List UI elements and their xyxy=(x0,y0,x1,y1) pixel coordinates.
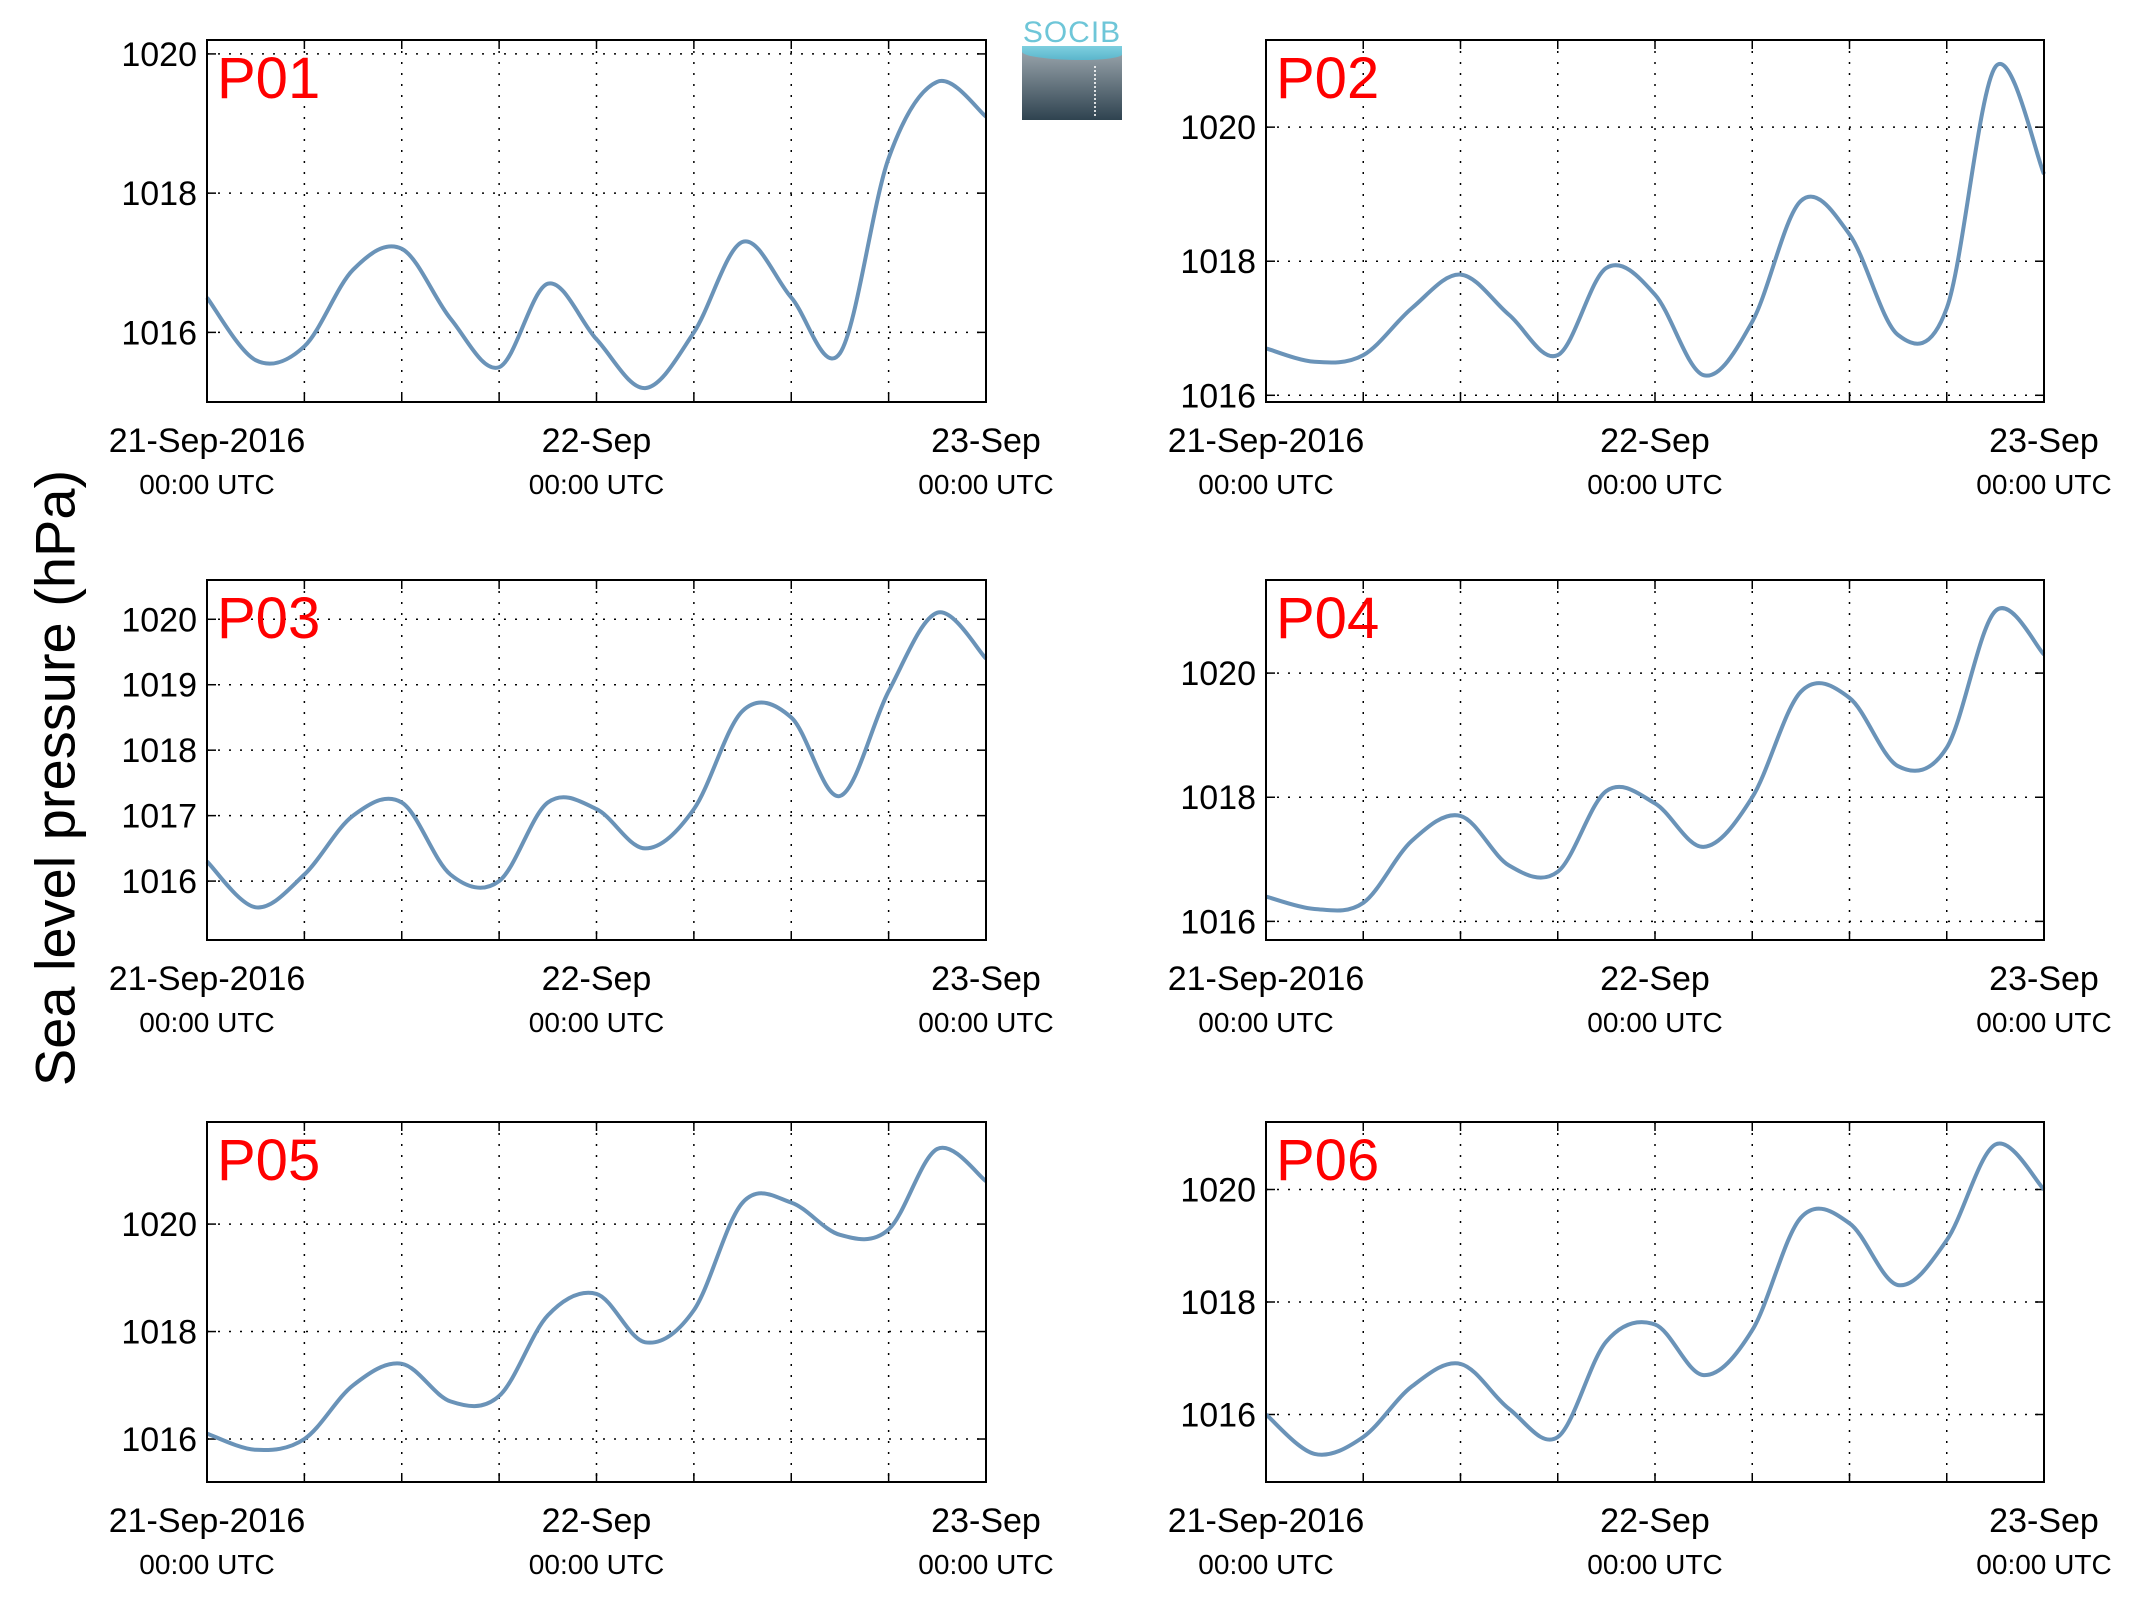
x-tick-label-date: 23-Sep xyxy=(1989,960,2099,998)
y-tick-label: 1016 xyxy=(121,314,197,352)
y-tick-label: 1016 xyxy=(1180,1397,1256,1435)
logo-text: SOCIB xyxy=(1022,16,1122,49)
x-tick-label-time: 00:00 UTC xyxy=(1198,1007,1333,1038)
x-tick-label-time: 00:00 UTC xyxy=(1198,469,1333,500)
x-tick-label-date: 23-Sep xyxy=(1989,422,2099,460)
x-tick-label-time: 00:00 UTC xyxy=(529,469,664,500)
chart-panel-p05: 1016 1018 1020 21-Sep-2016 00:00 UTC 22-Sep 00… xyxy=(109,1121,1054,1580)
x-tick-label-date: 21-Sep-2016 xyxy=(1168,1502,1365,1540)
panel-label: P03 xyxy=(217,586,320,651)
x-tick-label-time: 00:00 UTC xyxy=(529,1549,664,1580)
x-tick-label-date: 22-Sep xyxy=(1600,422,1710,460)
x-tick-label-time: 00:00 UTC xyxy=(1198,1549,1333,1580)
y-tick-label: 1020 xyxy=(1180,1172,1256,1210)
x-tick-label-time: 00:00 UTC xyxy=(1587,469,1722,500)
y-tick-label: 1018 xyxy=(1180,243,1256,281)
x-tick-label-time: 00:00 UTC xyxy=(918,1549,1053,1580)
y-tick-label: 1018 xyxy=(121,175,197,213)
x-tick-label-date: 22-Sep xyxy=(1600,1502,1710,1540)
chart-panel-p06: 1016 1018 1020 21-Sep-2016 00:00 UTC 22-Sep 00… xyxy=(1168,1121,2112,1580)
y-tick-label: 1016 xyxy=(121,1421,197,1459)
x-tick-label-date: 21-Sep-2016 xyxy=(109,422,306,460)
series-line xyxy=(205,78,988,391)
y-tick-label: 1018 xyxy=(121,1314,197,1352)
x-tick-label-date: 21-Sep-2016 xyxy=(1168,422,1365,460)
x-tick-label-time: 00:00 UTC xyxy=(1587,1549,1722,1580)
panel-label: P01 xyxy=(217,46,320,111)
y-tick-label: 1020 xyxy=(121,1206,197,1244)
chart-panel-p02: 1016 1018 1020 21-Sep-2016 00:00 UTC 22-Sep 00… xyxy=(1168,39,2112,500)
logo-wave xyxy=(1022,46,1122,60)
chart-panel-p03: 1016 1017 1018 1019 1020 21-Sep-2016 00:00 UTC… xyxy=(109,579,1054,1038)
y-tick-label: 1019 xyxy=(121,667,197,705)
x-tick-label-date: 21-Sep-2016 xyxy=(109,1502,306,1540)
panel-label: P02 xyxy=(1276,46,1379,111)
x-tick-label-date: 21-Sep-2016 xyxy=(109,960,306,998)
axes-box xyxy=(1265,1121,2045,1483)
x-tick-label-date: 22-Sep xyxy=(1600,960,1710,998)
x-tick-label-date: 22-Sep xyxy=(542,422,652,460)
x-tick-label-time: 00:00 UTC xyxy=(139,1007,274,1038)
y-tick-label: 1020 xyxy=(121,601,197,639)
series-line xyxy=(206,1145,988,1453)
x-tick-label-time: 00:00 UTC xyxy=(139,469,274,500)
axes-box xyxy=(206,579,987,941)
y-tick-label: 1016 xyxy=(1180,903,1256,941)
x-tick-label-date: 21-Sep-2016 xyxy=(1168,960,1365,998)
logo-gradient-box xyxy=(1022,50,1122,120)
x-tick-label-date: 22-Sep xyxy=(542,1502,652,1540)
panel-label: P06 xyxy=(1276,1128,1379,1193)
x-tick-label-date: 23-Sep xyxy=(931,422,1041,460)
y-tick-label: 1020 xyxy=(121,36,197,74)
panel-label: P04 xyxy=(1276,586,1379,651)
x-tick-label-time: 00:00 UTC xyxy=(1587,1007,1722,1038)
x-tick-label-date: 23-Sep xyxy=(1989,1502,2099,1540)
x-tick-label-date: 23-Sep xyxy=(931,1502,1041,1540)
y-tick-label: 1016 xyxy=(121,863,197,901)
series-line xyxy=(1265,61,2046,378)
y-tick-label: 1016 xyxy=(1180,377,1256,415)
series-line xyxy=(205,610,988,910)
x-tick-label-time: 00:00 UTC xyxy=(1976,1549,2111,1580)
y-tick-label: 1020 xyxy=(1180,655,1256,693)
y-tick-label: 1017 xyxy=(121,798,197,836)
y-tick-label: 1020 xyxy=(1180,109,1256,147)
y-tick-label: 1018 xyxy=(121,732,197,770)
panel-label: P05 xyxy=(217,1128,320,1193)
chart-panel-p04: 1016 1018 1020 21-Sep-2016 00:00 UTC 22-Sep 00… xyxy=(1168,579,2112,1038)
axes-box xyxy=(206,1121,987,1483)
series-line xyxy=(1264,1141,2046,1457)
axes-box xyxy=(1265,579,2045,941)
logo-dashed-line xyxy=(1094,66,1096,116)
x-tick-label-time: 00:00 UTC xyxy=(918,1007,1053,1038)
x-tick-label-date: 23-Sep xyxy=(931,960,1041,998)
chart-panel-p01: 1016 1018 1020 21-Sep-2016 00:00 UTC 22-Sep 00… xyxy=(109,36,1054,500)
x-tick-label-date: 22-Sep xyxy=(542,960,652,998)
axes-box xyxy=(206,39,987,403)
x-tick-label-time: 00:00 UTC xyxy=(529,1007,664,1038)
x-tick-label-time: 00:00 UTC xyxy=(1976,1007,2111,1038)
socib-logo: SOCIB xyxy=(1022,16,1122,121)
x-tick-label-time: 00:00 UTC xyxy=(1976,469,2111,500)
y-tick-label: 1018 xyxy=(1180,1284,1256,1322)
x-tick-label-time: 00:00 UTC xyxy=(918,469,1053,500)
axes-box xyxy=(1265,39,2045,403)
x-tick-label-time: 00:00 UTC xyxy=(139,1549,274,1580)
y-tick-label: 1018 xyxy=(1180,779,1256,817)
series-line xyxy=(1265,606,2046,913)
